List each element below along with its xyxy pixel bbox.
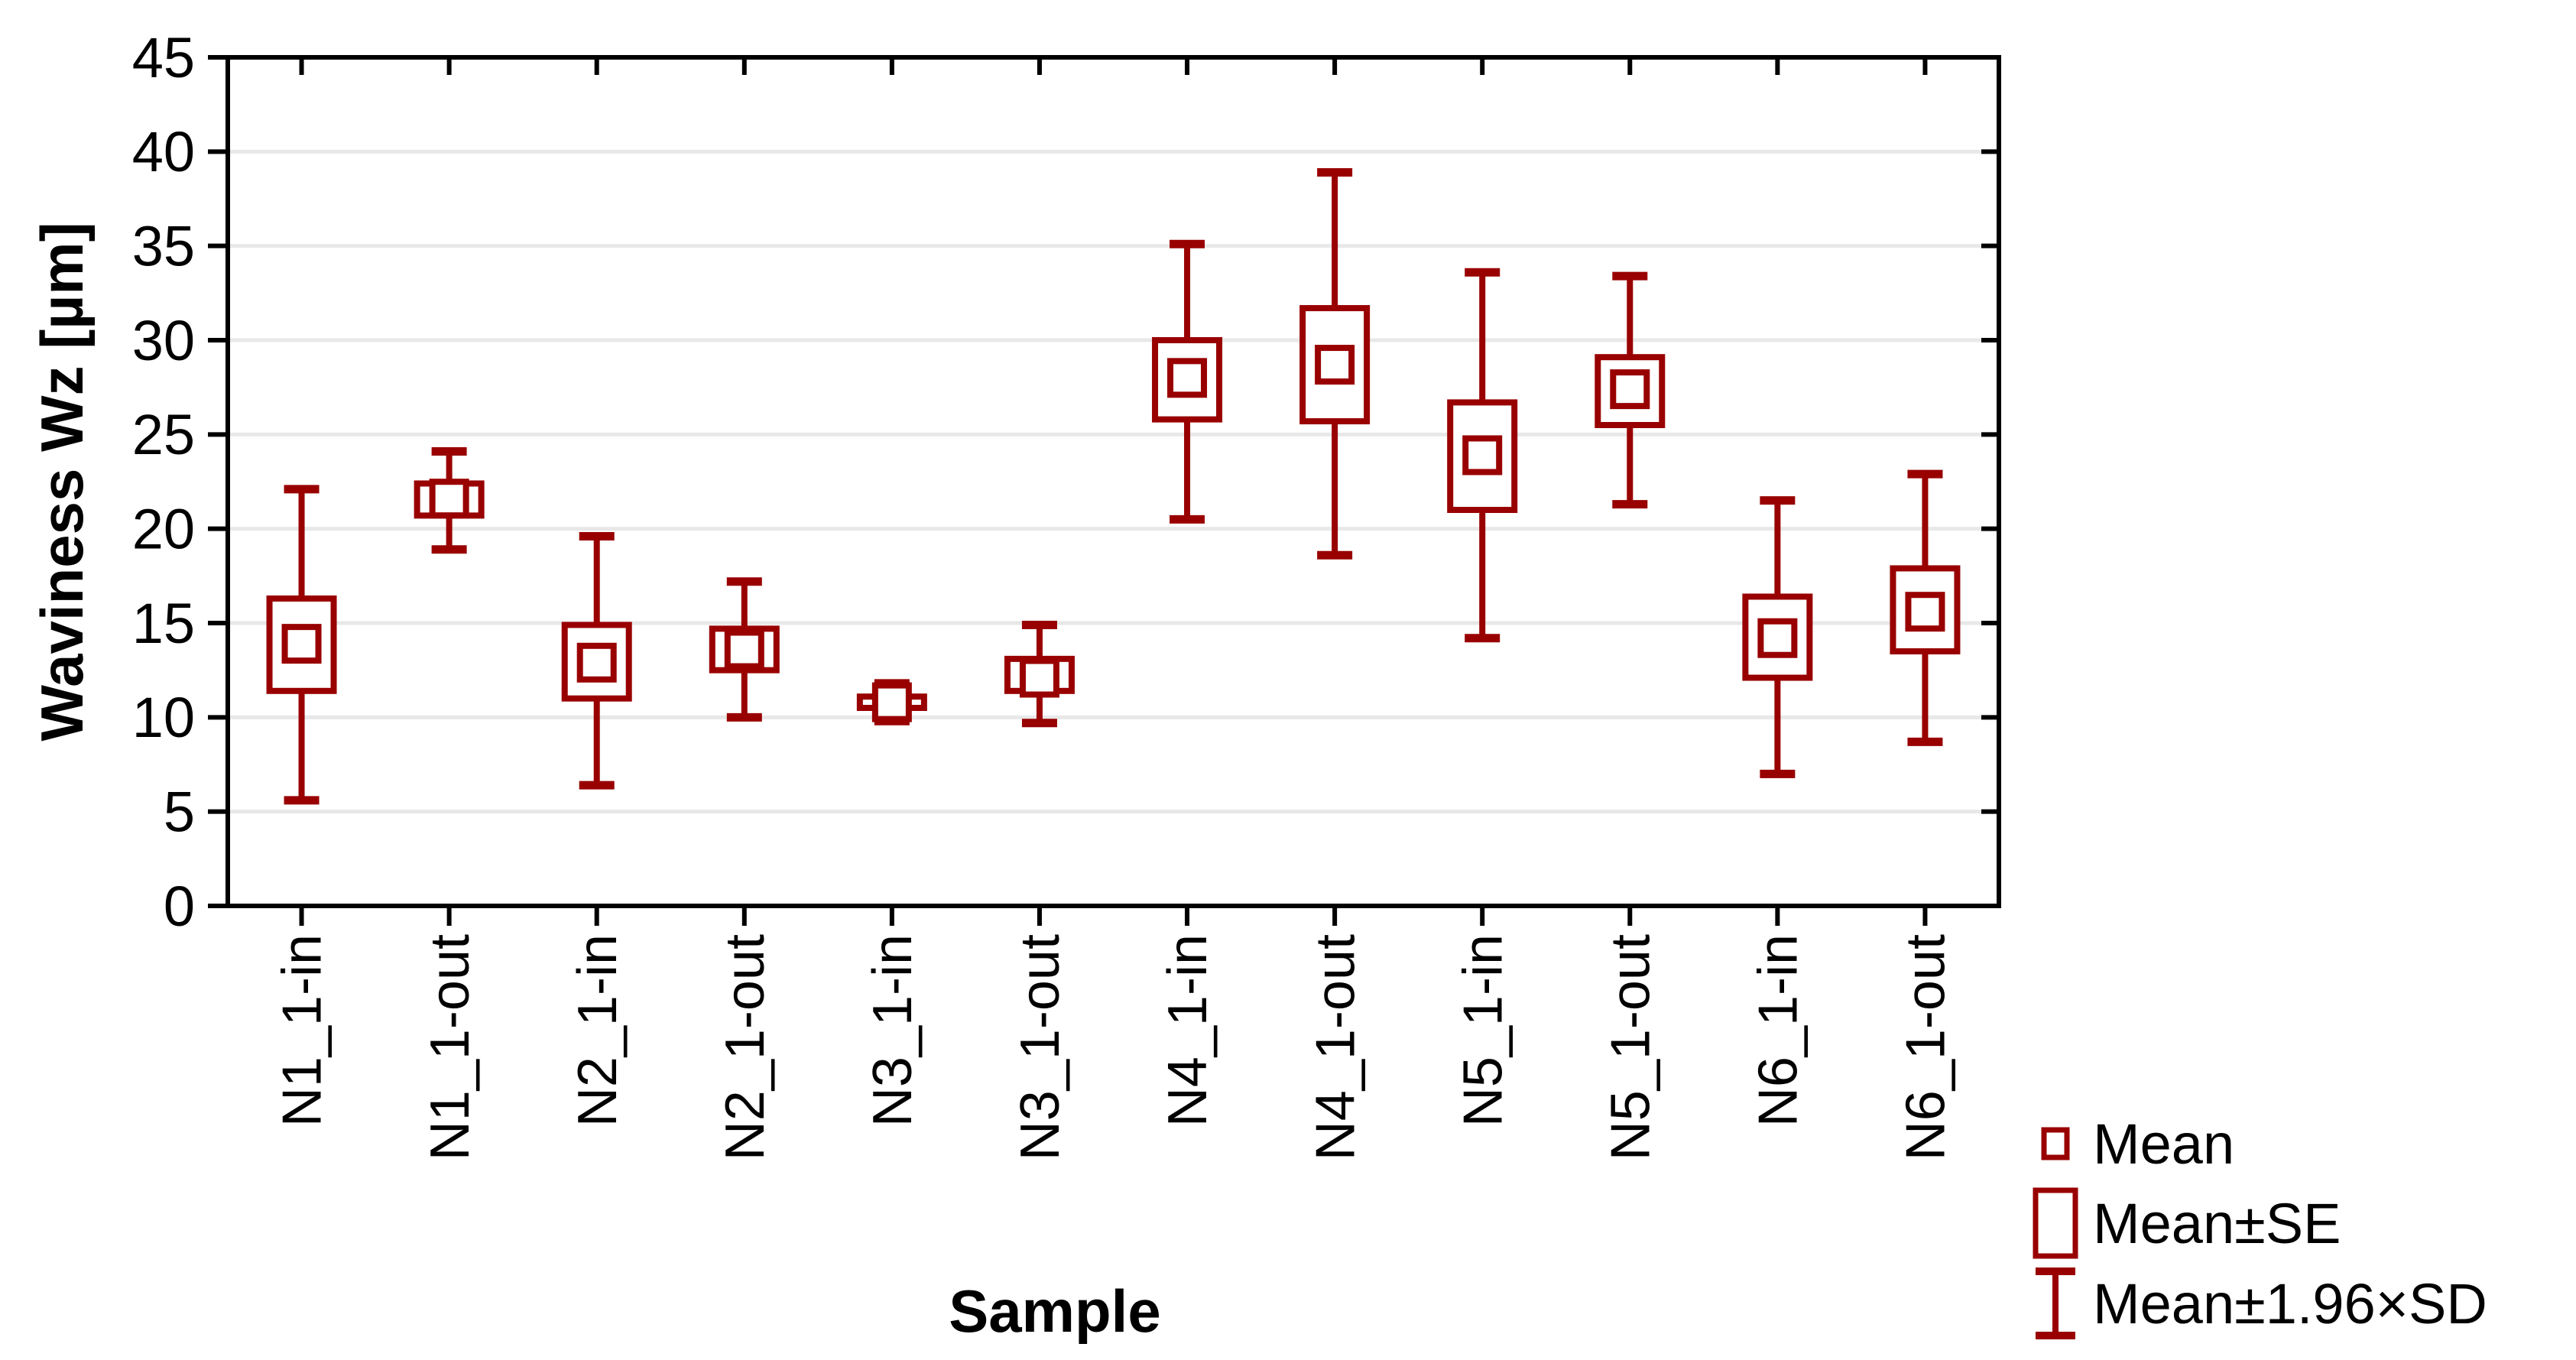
x-tick-label-N4_1-out: N4_1-out — [1305, 934, 1366, 1160]
mean-marker — [576, 642, 617, 683]
box-group-N3_1-in — [856, 679, 927, 725]
box-group-N3_1-out — [1004, 620, 1075, 728]
x-tick-label-N3_1-out: N3_1-out — [1010, 934, 1071, 1160]
x-tick-label-N1_1-in: N1_1-in — [272, 934, 333, 1127]
y-tick-label: 35 — [132, 215, 195, 278]
box-group-N6_1-in — [1742, 496, 1813, 778]
y-tick-label: 40 — [132, 120, 195, 183]
mean-marker — [1167, 358, 1208, 398]
y-tick-label: 20 — [132, 498, 195, 561]
x-tick-label-N5_1-out: N5_1-out — [1600, 934, 1661, 1160]
gridlines — [228, 149, 1999, 814]
y-tick-label: 45 — [132, 26, 195, 89]
box-group-N1_1-in — [266, 485, 337, 805]
mean-marker — [1315, 345, 1355, 385]
box-group-N5_1-out — [1595, 271, 1666, 509]
y-tick-label: 30 — [132, 309, 195, 372]
legend-se-box-icon — [2033, 1187, 2078, 1259]
box-group-N6_1-out — [1890, 469, 1961, 746]
legend: Mean Mean±SE Mean±1.96×SD — [2033, 1112, 2487, 1339]
box-group-N2_1-out — [709, 577, 780, 722]
y-tick-label: 0 — [164, 875, 195, 938]
mean-marker — [871, 682, 912, 722]
y-tick-label: 10 — [132, 686, 195, 749]
box-group-N2_1-in — [561, 532, 632, 790]
x-tick-label-N3_1-in: N3_1-in — [862, 934, 923, 1127]
box-group-N1_1-out — [414, 447, 485, 554]
x-tick-label-N2_1-in: N2_1-in — [567, 934, 628, 1127]
x-tick-label-N1_1-out: N1_1-out — [420, 934, 481, 1160]
mean-marker — [429, 479, 469, 519]
x-tick-label-N2_1-out: N2_1-out — [715, 934, 776, 1160]
legend-mean-icon — [2041, 1127, 2070, 1160]
x-tick-label-N4_1-in: N4_1-in — [1157, 934, 1218, 1127]
box-group-N5_1-in — [1447, 268, 1518, 643]
x-axis-title: Sample — [949, 1277, 1160, 1345]
legend-label: Mean±SE — [2093, 1192, 2341, 1255]
box-group-N4_1-out — [1299, 167, 1371, 560]
y-tick-label: 25 — [132, 403, 195, 466]
mean-marker — [1905, 592, 1945, 632]
mean-marker — [1757, 618, 1798, 658]
mean-marker — [1610, 369, 1650, 410]
plot-frame — [225, 55, 2001, 908]
legend-label: Mean — [2093, 1112, 2234, 1176]
legend-label: Mean±1.96×SD — [2093, 1272, 2487, 1336]
mean-marker — [1019, 657, 1059, 698]
y-axis-title: Waviness Wz [µm] — [28, 222, 96, 741]
x-tick-label-N6_1-out: N6_1-out — [1896, 934, 1957, 1160]
mean-marker — [281, 624, 322, 664]
x-tick-label-N5_1-in: N5_1-in — [1452, 934, 1513, 1127]
y-tick-label: 15 — [132, 592, 195, 655]
box-group-N4_1-in — [1152, 239, 1223, 524]
x-tick-label-N6_1-in: N6_1-in — [1748, 934, 1809, 1127]
mean-marker — [1462, 435, 1503, 476]
y-tick-label: 5 — [164, 781, 195, 844]
axis-ticks — [208, 55, 1999, 926]
mean-marker — [724, 629, 764, 670]
